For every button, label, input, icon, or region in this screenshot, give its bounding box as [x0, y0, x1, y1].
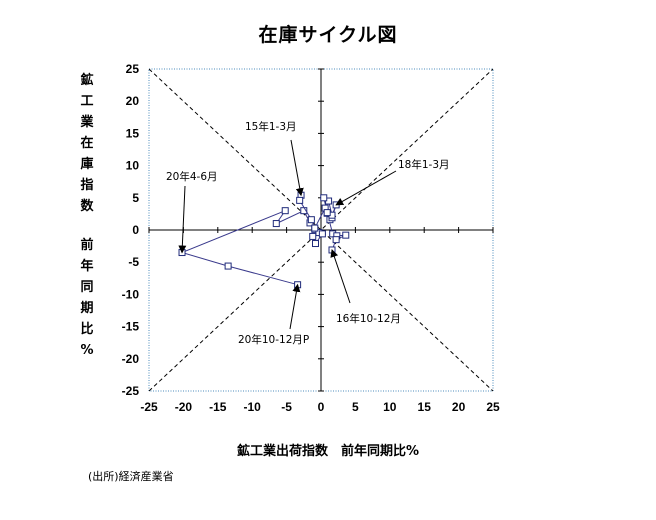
annotation-label: 15年1-3月: [245, 120, 297, 133]
y-axis-label: 鉱工業在庫指数前年同期比%: [72, 70, 102, 361]
y-tick-label: -5: [128, 255, 139, 269]
y-tick-label: 25: [126, 62, 140, 76]
y-tick-label: 10: [126, 159, 140, 173]
x-tick-label: -20: [175, 400, 193, 414]
annotation-arrow: [178, 185, 187, 254]
annotation-label: 20年4-6月: [166, 170, 218, 183]
y-tick-label: -10: [122, 287, 140, 301]
y-label-sub-char: 期: [80, 301, 94, 316]
y-label-main-char: 鉱: [80, 73, 94, 88]
x-axis-label: 鉱工業出荷指数 前年同期比%: [236, 444, 420, 459]
data-point: [342, 231, 350, 239]
data-point: [323, 209, 331, 217]
series-line-0: [180, 209, 323, 286]
y-tick-label: 15: [126, 126, 140, 140]
diagonal-line-positive: [148, 68, 494, 392]
annotation-label: 20年10-12月P: [238, 333, 309, 346]
data-point: [332, 236, 340, 244]
data-point: [311, 240, 319, 248]
diagonal-line-negative: [148, 68, 494, 392]
y-label-sub-char: 年: [80, 259, 94, 274]
y-label-sub-char: %: [80, 343, 94, 358]
data-point: [309, 232, 317, 240]
data-point: [281, 207, 289, 215]
y-label-sub-char: 同: [80, 280, 94, 295]
x-tick-label: -15: [209, 400, 227, 414]
y-tick-label: -25: [122, 384, 140, 398]
x-tick-label: 15: [418, 400, 432, 414]
x-tick-label: 20: [452, 400, 466, 414]
y-label-main-char: 庫: [80, 157, 94, 172]
y-tick-label: -20: [122, 352, 140, 366]
y-label-main-char: 指: [80, 178, 94, 193]
source-note: (出所)経済産業省: [88, 470, 174, 483]
y-label-main-char: 数: [80, 199, 94, 214]
annotation-arrow: [290, 139, 304, 197]
x-tick-label: 5: [352, 400, 359, 414]
data-point: [296, 196, 304, 204]
annotation-arrow: [335, 170, 397, 206]
y-label-main-char: 業: [80, 115, 94, 130]
y-tick-label: 0: [132, 223, 139, 237]
annotation-label: 18年1-3月: [398, 158, 450, 171]
y-tick-label: -15: [122, 320, 140, 334]
y-label-main-char: 在: [80, 136, 94, 151]
data-point: [224, 262, 232, 270]
x-tick-label: 0: [318, 400, 325, 414]
y-label-sub-char: 前: [80, 238, 94, 253]
annotation-label: 16年10-12月: [336, 312, 401, 325]
x-tick-label: 10: [383, 400, 397, 414]
data-point: [318, 230, 326, 238]
annotation-arrow: [289, 283, 301, 330]
x-tick-label: -25: [140, 400, 158, 414]
data-point: [307, 216, 315, 224]
y-label-sub-char: 比: [80, 322, 94, 337]
x-tick-label: -5: [281, 400, 292, 414]
y-label-main-char: 工: [80, 94, 94, 109]
x-tick-label: 25: [486, 400, 500, 414]
annotation-arrow: [330, 249, 351, 304]
data-point: [311, 224, 319, 232]
y-tick-label: 5: [132, 191, 139, 205]
data-point: [320, 194, 328, 202]
chart-title: 在庫サイクル図: [258, 24, 398, 46]
y-tick-label: 20: [126, 94, 140, 108]
data-point: [272, 220, 280, 228]
x-tick-label: -10: [244, 400, 262, 414]
